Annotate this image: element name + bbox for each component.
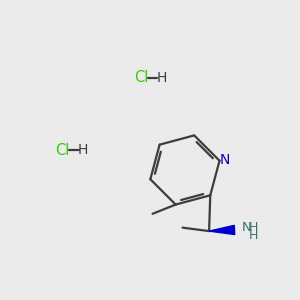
- Text: H: H: [248, 229, 258, 242]
- Text: N: N: [242, 221, 252, 234]
- Text: H: H: [248, 221, 258, 234]
- Text: Cl: Cl: [134, 70, 148, 85]
- Text: H: H: [78, 143, 88, 157]
- Text: H: H: [157, 70, 167, 85]
- Text: N: N: [219, 153, 230, 166]
- Polygon shape: [209, 225, 235, 235]
- Text: Cl: Cl: [55, 143, 70, 158]
